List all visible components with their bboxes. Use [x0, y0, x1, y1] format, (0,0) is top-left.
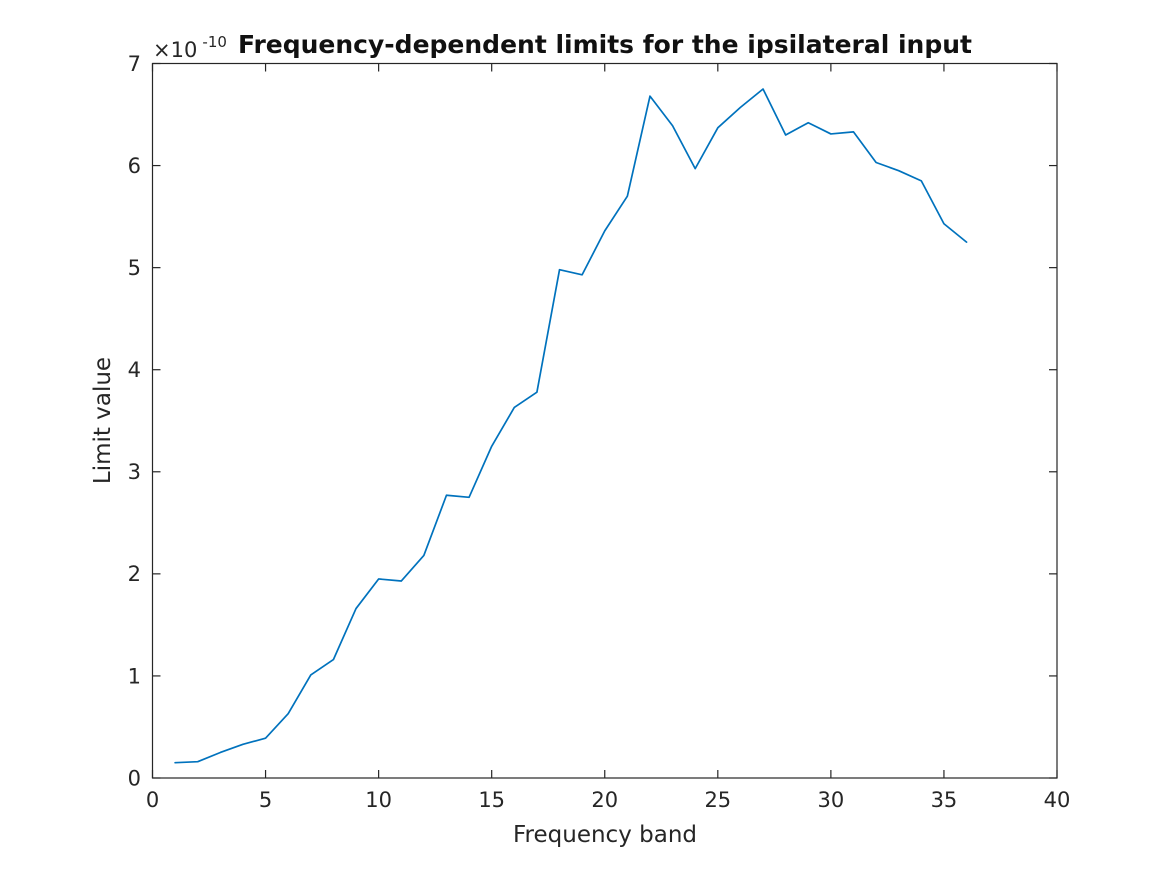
x-tick-label: 10: [365, 788, 392, 812]
x-tick-label: 30: [818, 788, 845, 812]
x-axis-label: Frequency band: [513, 822, 697, 848]
data-line: [174, 88, 968, 764]
y-axis-label: Limit value: [90, 357, 116, 484]
chart-title: Frequency-dependent limits for the ipsil…: [238, 30, 972, 59]
exponent-power: -10: [202, 33, 227, 51]
y-tick-label: 1: [128, 664, 141, 688]
x-tick-label: 25: [704, 788, 731, 812]
x-tick-label: 20: [591, 788, 618, 812]
exponent-base: ×10: [153, 38, 197, 62]
x-tick-label: 40: [1044, 788, 1071, 812]
y-tick-label: 7: [128, 52, 141, 76]
x-tick-label: 0: [146, 788, 159, 812]
y-tick-label: 5: [128, 256, 141, 280]
y-axis-exponent-label: ×10 -10: [153, 33, 227, 62]
y-tick-label: 2: [128, 562, 141, 586]
x-tick-label: 15: [478, 788, 505, 812]
plot-area: [151, 62, 1058, 779]
y-tick-label: 4: [128, 358, 141, 382]
chart-generated-layer: 0 5 10 15 20 25 30 35 40 0 1 2 3 4 5 6 7: [128, 52, 1071, 812]
y-tick-label: 6: [128, 154, 141, 178]
y-tick-label: 0: [128, 766, 141, 790]
x-tick-label: 5: [259, 788, 272, 812]
x-tick-label: 35: [931, 788, 958, 812]
y-tick-label: 3: [128, 460, 141, 484]
